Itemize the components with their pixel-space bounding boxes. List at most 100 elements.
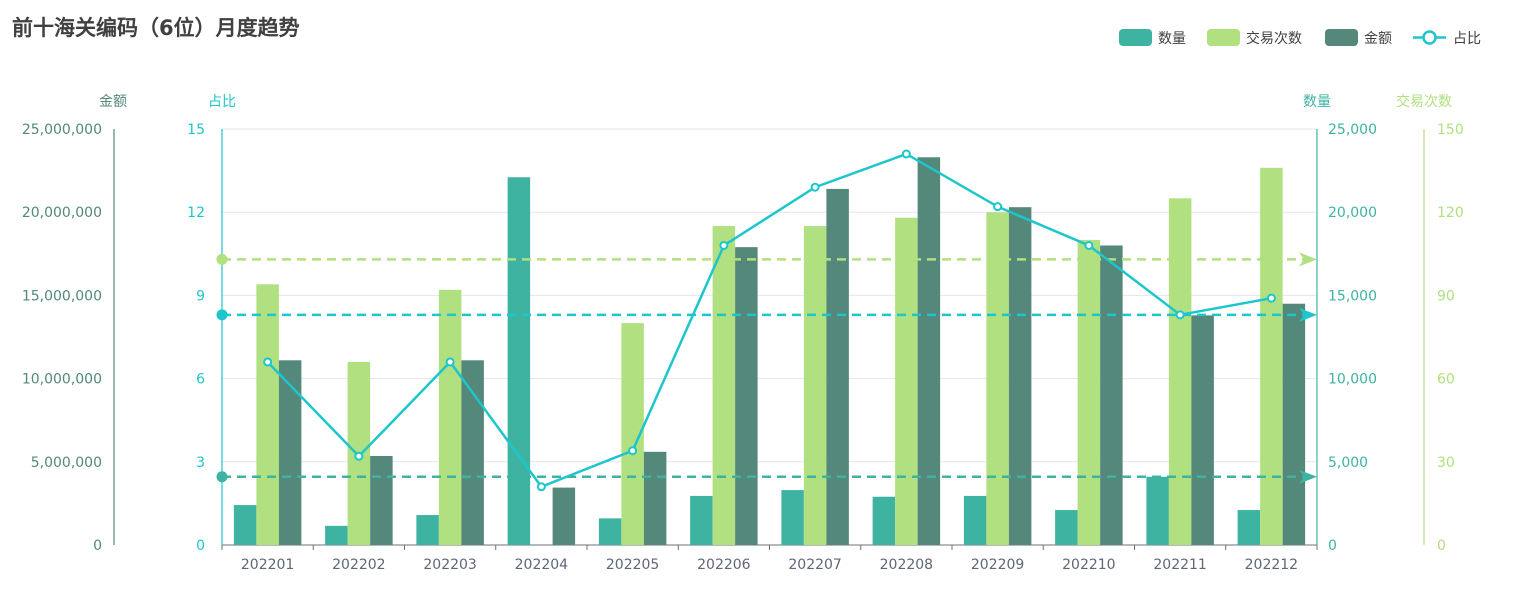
transactions-tick-label: 60 <box>1437 372 1455 388</box>
bar-amount-202208[interactable] <box>917 157 941 545</box>
ratio-point-202208[interactable] <box>901 149 911 159</box>
amount-tick-label: 5,000,000 <box>31 455 102 471</box>
quantity-axis-name: 数量 <box>1303 94 1331 110</box>
bar-quantity-202203[interactable] <box>416 515 439 545</box>
bar-transactions-202208[interactable] <box>895 217 918 545</box>
legend-circle-icon <box>1422 30 1437 45</box>
bar-amount-202201[interactable] <box>278 360 302 545</box>
quantity-tick-label: 20,000 <box>1328 205 1377 221</box>
legend-item-交易次数[interactable]: 交易次数 <box>1207 29 1302 47</box>
amount-tick-label: 15,000,000 <box>22 288 102 304</box>
ratio-point-202203[interactable] <box>445 357 455 367</box>
x-tick-label: 202204 <box>515 557 569 573</box>
bar-quantity-202205[interactable] <box>598 518 622 545</box>
ratio-point-202206[interactable] <box>719 240 729 250</box>
legend-label: 交易次数 <box>1246 30 1302 47</box>
x-tick-label: 202206 <box>697 557 751 573</box>
legend-swatch <box>1119 29 1152 46</box>
bar-amount-202203[interactable] <box>461 360 484 545</box>
legend-label: 数量 <box>1158 31 1186 47</box>
bar-quantity-202211[interactable] <box>1146 476 1169 545</box>
bar-amount-202211[interactable] <box>1191 315 1214 545</box>
bar-amount-202206[interactable] <box>735 247 758 546</box>
reference-start-dot <box>216 471 228 483</box>
reference-arrow <box>1299 469 1317 484</box>
bar-transactions-202212[interactable] <box>1260 167 1283 545</box>
bar-quantity-202212[interactable] <box>1237 510 1261 545</box>
bar-quantity-202208[interactable] <box>872 496 896 545</box>
bar-transactions-202201[interactable] <box>256 284 279 545</box>
ratio-point-202212[interactable] <box>1266 293 1276 303</box>
transactions-tick-label: 0 <box>1437 538 1446 554</box>
transactions-tick-label: 90 <box>1437 288 1455 304</box>
ratio-point-202204[interactable] <box>536 482 546 492</box>
bar-transactions-202206[interactable] <box>712 226 736 546</box>
bar-transactions-202210[interactable] <box>1077 239 1101 545</box>
bar-quantity-202210[interactable] <box>1055 510 1078 545</box>
ratio-point-202209[interactable] <box>993 202 1003 212</box>
reference-arrow <box>1299 307 1317 322</box>
axes: 金额 0 5,000,000 10,000,000 15,000,000 20,000,0… <box>22 93 1464 573</box>
x-tick-label: 202205 <box>606 557 659 573</box>
bar-amount-202207[interactable] <box>826 188 849 546</box>
bar-quantity-202202[interactable] <box>325 525 348 545</box>
legend-label: 占比 <box>1453 31 1481 47</box>
bar-amount-202212[interactable] <box>1282 303 1306 545</box>
x-tick-label: 202209 <box>971 557 1024 573</box>
bar-quantity-202204[interactable] <box>507 177 531 546</box>
legend-item-占比[interactable]: 占比 <box>1413 30 1481 47</box>
ratio-point-202210[interactable] <box>1084 240 1094 250</box>
x-tick-label: 202203 <box>423 557 476 573</box>
bar-quantity-202207[interactable] <box>781 490 804 545</box>
ratio-point-202205[interactable] <box>628 446 638 456</box>
legend[interactable]: 数量 交易次数 金额 占比 <box>1119 29 1481 47</box>
x-tick-label: 202208 <box>880 557 933 573</box>
bar-transactions-202205[interactable] <box>621 323 644 545</box>
bar-quantity-202206[interactable] <box>690 495 713 545</box>
bar-amount-202204[interactable] <box>552 487 576 545</box>
bar-amount-202209[interactable] <box>1008 207 1032 545</box>
bar-amount-202202[interactable] <box>370 455 393 545</box>
amount-tick-label: 20,000,000 <box>22 205 102 221</box>
x-tick-label: 202211 <box>1153 557 1206 573</box>
transactions-axis-name: 交易次数 <box>1396 93 1452 110</box>
legend-label: 金额 <box>1364 31 1392 47</box>
x-tick-label: 202210 <box>1062 557 1115 573</box>
bar-amount-202210[interactable] <box>1100 245 1123 546</box>
ratio-point-202207[interactable] <box>810 182 820 192</box>
ratio-tick-label: 6 <box>196 372 205 388</box>
legend-item-数量[interactable]: 数量 <box>1119 29 1186 47</box>
ratio-point-202201[interactable] <box>263 357 273 367</box>
bar-quantity-202209[interactable] <box>963 495 987 545</box>
bar-transactions-202203[interactable] <box>438 289 462 545</box>
ratio-series-line <box>266 152 1272 489</box>
ratio-tick-label: 15 <box>187 122 205 138</box>
x-tick-label: 202201 <box>241 557 294 573</box>
transactions-tick-label: 150 <box>1437 122 1464 138</box>
gridlines <box>222 128 1317 463</box>
chart-title: 前十海关编码（6位）月度趋势 <box>12 16 300 40</box>
quantity-tick-label: 10,000 <box>1328 372 1377 388</box>
bar-transactions-202211[interactable] <box>1168 198 1192 546</box>
reference-start-dot <box>216 253 228 265</box>
quantity-tick-label: 15,000 <box>1328 288 1377 304</box>
ratio-tick-label: 12 <box>187 205 205 221</box>
amount-axis-name: 金额 <box>99 94 127 110</box>
amount-tick-label: 10,000,000 <box>22 372 102 388</box>
quantity-tick-label: 5,000 <box>1328 455 1368 471</box>
bar-quantity-202201[interactable] <box>233 505 257 545</box>
bar-amount-202205[interactable] <box>643 451 667 545</box>
x-tick-label: 202212 <box>1245 557 1298 573</box>
legend-swatch <box>1207 29 1240 46</box>
ratio-point-202202[interactable] <box>354 451 364 461</box>
bars <box>233 157 1306 546</box>
legend-swatch <box>1325 29 1358 46</box>
amount-tick-label: 25,000,000 <box>22 122 102 138</box>
legend-item-金额[interactable]: 金额 <box>1325 29 1392 47</box>
ratio-point-202211[interactable] <box>1175 310 1185 320</box>
transactions-tick-label: 30 <box>1437 455 1455 471</box>
bar-transactions-202209[interactable] <box>986 212 1009 545</box>
reference-lines <box>216 252 1317 484</box>
bar-transactions-202207[interactable] <box>803 226 827 546</box>
